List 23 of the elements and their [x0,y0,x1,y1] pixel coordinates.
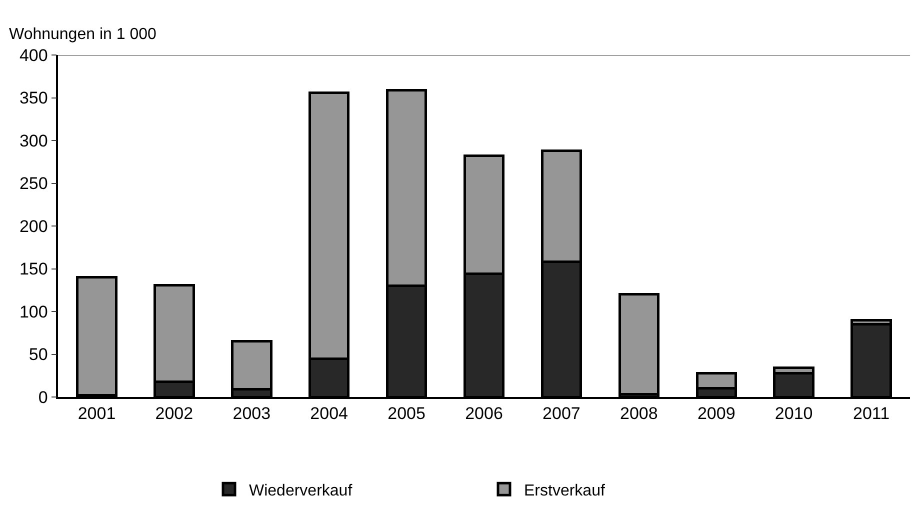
x-tick-label: 2004 [310,404,348,424]
y-axis-title: Wohnungen in 1 000 [9,26,156,43]
x-tick-label: 2002 [155,404,194,424]
x-tick-label: 2006 [465,404,503,424]
y-tick-label: 100 [19,302,48,322]
x-tick-label: 2009 [697,404,736,424]
x-tick-label: 2007 [542,404,580,424]
legend-label: Wiederverkauf [249,482,353,500]
y-tick-label: 350 [19,88,48,108]
y-tick-label: 0 [38,388,48,407]
y-tick-label: 250 [19,174,48,194]
x-tick-label: 2001 [78,404,116,424]
y-tick-label: 300 [19,131,48,150]
y-tick-label: 200 [19,216,48,236]
y-tick-label: 50 [28,345,48,364]
x-tick-label: 2005 [388,404,426,424]
y-tick-label: 150 [19,260,48,279]
x-tick-label: 2011 [852,404,890,424]
y-tick-label: 400 [19,46,48,65]
legend-label: Erstverkauf [524,482,606,500]
x-tick-label: 2010 [774,404,813,424]
x-tick-label: 2003 [232,404,271,424]
x-tick-label: 2008 [620,404,658,424]
